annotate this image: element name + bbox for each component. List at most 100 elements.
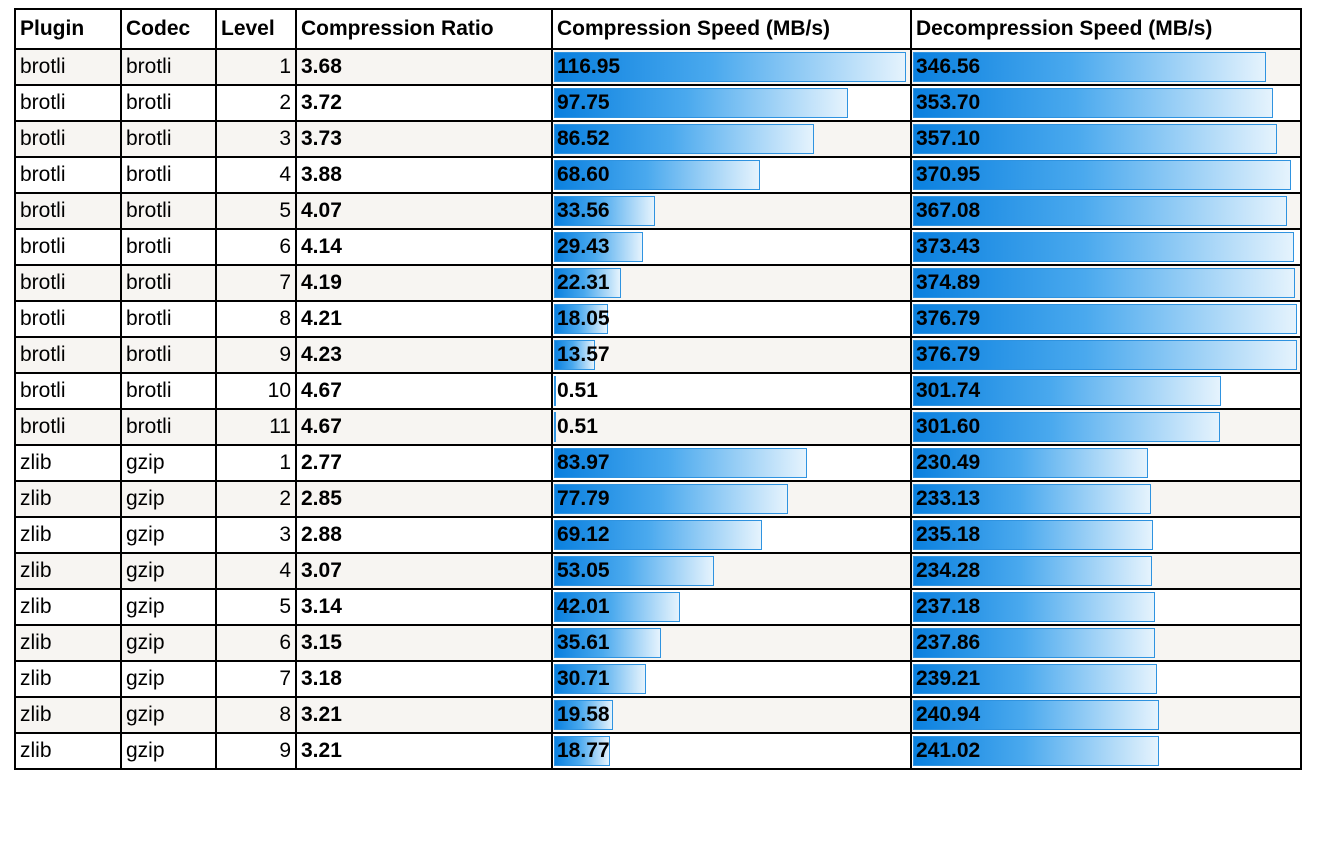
compression-speed-bar	[554, 520, 763, 550]
cell-plugin: brotli	[14, 192, 122, 230]
compression-benchmark-table: Plugin Codec Level Compression Ratio Com…	[14, 8, 1302, 770]
decompression-speed-value: 370.95	[916, 163, 981, 186]
cell-compression-speed: 53.05	[551, 552, 912, 590]
cell-codec: brotli	[120, 120, 217, 158]
decompression-speed-bar	[913, 52, 1267, 82]
cell-plugin: brotli	[14, 408, 122, 446]
table-row[interactable]: zlib gzip 2 2.85 77.79 233.13	[14, 480, 1302, 518]
table-row[interactable]: zlib gzip 4 3.07 53.05 234.28	[14, 552, 1302, 590]
cell-codec: gzip	[120, 588, 217, 626]
compression-speed-value: 86.52	[557, 127, 610, 150]
cell-level: 4	[215, 156, 297, 194]
decompression-speed-bar	[913, 592, 1155, 622]
decompression-speed-bar	[913, 520, 1153, 550]
table-row[interactable]: brotli brotli 5 4.07 33.56 367.08	[14, 192, 1302, 230]
cell-codec: gzip	[120, 444, 217, 482]
compression-speed-bar	[554, 484, 789, 514]
table-row[interactable]: brotli brotli 1 3.68 116.95 346.56	[14, 48, 1302, 86]
cell-decompression-speed: 370.95	[910, 156, 1302, 194]
decompression-speed-value: 235.18	[916, 523, 981, 546]
cell-decompression-speed: 373.43	[910, 228, 1302, 266]
col-header-compression-speed[interactable]: Compression Speed (MB/s)	[551, 8, 912, 50]
cell-decompression-speed: 240.94	[910, 696, 1302, 734]
header-row: Plugin Codec Level Compression Ratio Com…	[14, 8, 1302, 50]
compression-speed-bar	[554, 592, 681, 622]
cell-codec: gzip	[120, 552, 217, 590]
table-row[interactable]: zlib gzip 1 2.77 83.97 230.49	[14, 444, 1302, 482]
compression-speed-bar	[554, 304, 609, 334]
table-row[interactable]: zlib gzip 7 3.18 30.71 239.21	[14, 660, 1302, 698]
cell-codec: brotli	[120, 372, 217, 410]
compression-speed-value: 22.31	[557, 271, 610, 294]
cell-decompression-speed: 376.79	[910, 300, 1302, 338]
cell-compression-ratio: 3.68	[295, 48, 553, 86]
cell-codec: brotli	[120, 192, 217, 230]
cell-level: 8	[215, 300, 297, 338]
table-row[interactable]: brotli brotli 10 4.67 0.51 301.74	[14, 372, 1302, 410]
table-row[interactable]: zlib gzip 6 3.15 35.61 237.86	[14, 624, 1302, 662]
cell-compression-speed: 18.05	[551, 300, 912, 338]
cell-compression-ratio: 4.67	[295, 372, 553, 410]
cell-plugin: zlib	[14, 552, 122, 590]
cell-compression-ratio: 3.21	[295, 732, 553, 770]
col-header-plugin[interactable]: Plugin	[14, 8, 122, 50]
compression-speed-bar	[554, 700, 613, 730]
table-row[interactable]: brotli brotli 7 4.19 22.31 374.89	[14, 264, 1302, 302]
decompression-speed-bar	[913, 412, 1221, 442]
table-row[interactable]: zlib gzip 3 2.88 69.12 235.18	[14, 516, 1302, 554]
cell-compression-speed: 42.01	[551, 588, 912, 626]
cell-compression-speed: 83.97	[551, 444, 912, 482]
col-header-codec[interactable]: Codec	[120, 8, 217, 50]
cell-level: 9	[215, 732, 297, 770]
decompression-speed-value: 234.28	[916, 559, 981, 582]
compression-speed-bar	[554, 412, 556, 442]
cell-plugin: brotli	[14, 84, 122, 122]
decompression-speed-bar	[913, 196, 1288, 226]
table-row[interactable]: brotli brotli 4 3.88 68.60 370.95	[14, 156, 1302, 194]
compression-speed-bar	[554, 196, 655, 226]
compression-speed-value: 19.58	[557, 703, 610, 726]
cell-codec: brotli	[120, 408, 217, 446]
table-row[interactable]: brotli brotli 2 3.72 97.75 353.70	[14, 84, 1302, 122]
table-row[interactable]: brotli brotli 8 4.21 18.05 376.79	[14, 300, 1302, 338]
cell-compression-ratio: 4.21	[295, 300, 553, 338]
cell-plugin: zlib	[14, 660, 122, 698]
cell-codec: brotli	[120, 336, 217, 374]
cell-compression-speed: 86.52	[551, 120, 912, 158]
cell-level: 6	[215, 228, 297, 266]
decompression-speed-value: 353.70	[916, 91, 981, 114]
cell-compression-ratio: 3.18	[295, 660, 553, 698]
decompression-speed-bar	[913, 664, 1157, 694]
col-header-level[interactable]: Level	[215, 8, 297, 50]
cell-decompression-speed: 230.49	[910, 444, 1302, 482]
compression-speed-bar	[554, 124, 815, 154]
col-header-compression-ratio[interactable]: Compression Ratio	[295, 8, 553, 50]
decompression-speed-value: 376.79	[916, 343, 981, 366]
decompression-speed-value: 237.18	[916, 595, 981, 618]
cell-compression-ratio: 3.72	[295, 84, 553, 122]
table-row[interactable]: brotli brotli 11 4.67 0.51 301.60	[14, 408, 1302, 446]
cell-compression-ratio: 3.14	[295, 588, 553, 626]
table-row[interactable]: brotli brotli 3 3.73 86.52 357.10	[14, 120, 1302, 158]
table-row[interactable]: zlib gzip 9 3.21 18.77 241.02	[14, 732, 1302, 770]
cell-codec: brotli	[120, 156, 217, 194]
cell-codec: gzip	[120, 732, 217, 770]
cell-plugin: zlib	[14, 624, 122, 662]
compression-speed-value: 33.56	[557, 199, 610, 222]
cell-compression-ratio: 2.77	[295, 444, 553, 482]
cell-decompression-speed: 237.18	[910, 588, 1302, 626]
cell-compression-speed: 13.57	[551, 336, 912, 374]
compression-speed-value: 69.12	[557, 523, 610, 546]
table-row[interactable]: zlib gzip 8 3.21 19.58 240.94	[14, 696, 1302, 734]
table-row[interactable]: brotli brotli 6 4.14 29.43 373.43	[14, 228, 1302, 266]
decompression-speed-value: 301.60	[916, 415, 981, 438]
cell-compression-ratio: 2.85	[295, 480, 553, 518]
table-row[interactable]: zlib gzip 5 3.14 42.01 237.18	[14, 588, 1302, 626]
cell-level: 5	[215, 192, 297, 230]
decompression-speed-bar	[913, 700, 1159, 730]
table-row[interactable]: brotli brotli 9 4.23 13.57 376.79	[14, 336, 1302, 374]
col-header-decompression-speed[interactable]: Decompression Speed (MB/s)	[910, 8, 1302, 50]
decompression-speed-bar	[913, 340, 1297, 370]
compression-speed-value: 97.75	[557, 91, 610, 114]
cell-level: 2	[215, 84, 297, 122]
